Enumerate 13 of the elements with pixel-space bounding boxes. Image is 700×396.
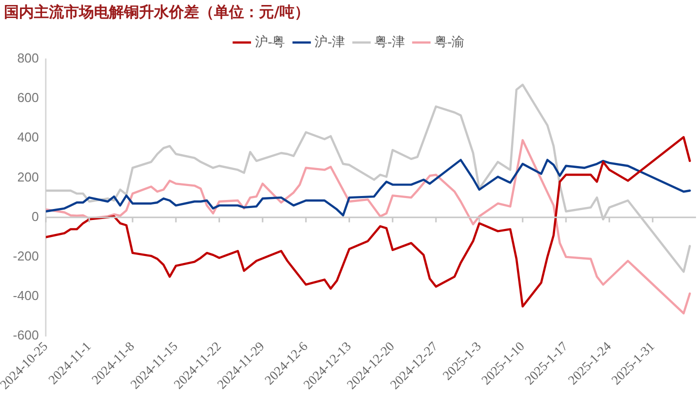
legend-label: 沪-津 (314, 34, 346, 49)
y-tick-label: -400 (12, 288, 39, 304)
legend-label: 粤-津 (374, 34, 405, 49)
chart-title: 国内主流市场电解铜升水价差（单位：元/吨） (4, 2, 310, 21)
y-tick-label: -600 (12, 328, 39, 343)
y-tick-label: 400 (17, 130, 39, 145)
y-tick-label: 800 (17, 50, 39, 66)
y-tick-label: 0 (32, 208, 39, 224)
legend-label: 沪-粤 (254, 34, 286, 49)
y-tick-label: 600 (17, 90, 39, 106)
legend-label: 粤-渝 (434, 34, 465, 49)
y-tick-label: 200 (17, 169, 39, 184)
y-tick-label: -200 (12, 248, 39, 264)
